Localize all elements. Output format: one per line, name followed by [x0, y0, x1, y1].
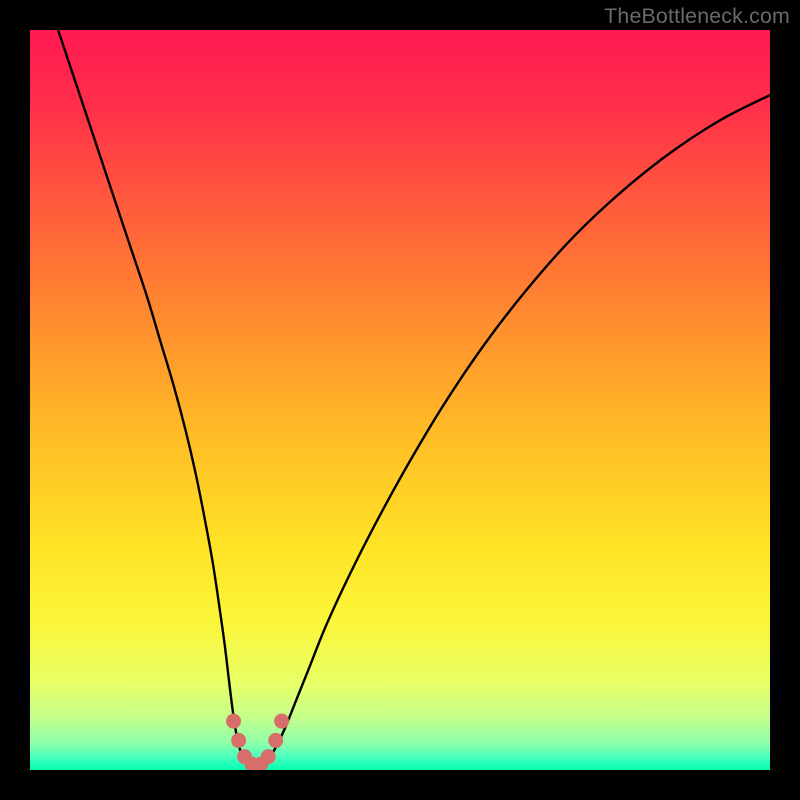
- marker-dot: [274, 714, 289, 729]
- marker-dot: [231, 733, 246, 748]
- marker-dot: [226, 714, 241, 729]
- marker-dot: [268, 733, 283, 748]
- gradient-background: [30, 30, 770, 770]
- plot-area: [30, 30, 770, 770]
- bottleneck-curve-chart: [30, 30, 770, 770]
- marker-dot: [261, 749, 276, 764]
- watermark-text: TheBottleneck.com: [604, 4, 790, 29]
- chart-frame: TheBottleneck.com: [0, 0, 800, 800]
